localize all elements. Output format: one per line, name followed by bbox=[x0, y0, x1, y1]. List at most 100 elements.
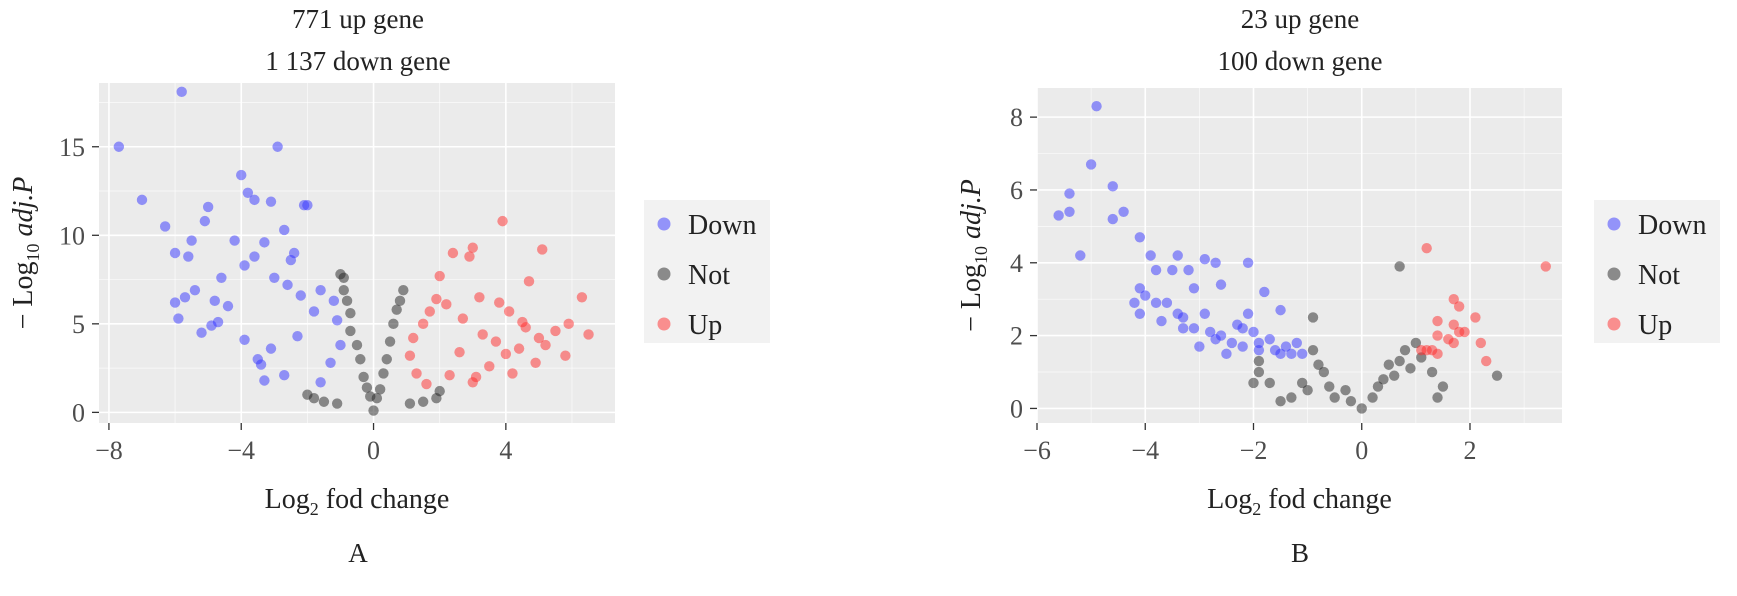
point-not bbox=[1286, 392, 1297, 403]
point-up bbox=[424, 306, 435, 317]
point-down bbox=[1107, 213, 1118, 225]
point-down bbox=[1075, 250, 1086, 261]
point-up bbox=[434, 270, 445, 282]
panel-b: −6 −4 −2 0 2 0 2 4 6 8 23 up gene 100 down gene Log2… bbox=[956, 4, 1720, 568]
point-up bbox=[576, 292, 588, 303]
point-up bbox=[583, 329, 594, 340]
point-down bbox=[315, 284, 326, 296]
point-up bbox=[1432, 330, 1443, 341]
point-down bbox=[1183, 264, 1194, 276]
point-not bbox=[1394, 355, 1405, 367]
point-not bbox=[1378, 374, 1389, 385]
point-up bbox=[467, 242, 478, 253]
point-up bbox=[523, 276, 535, 287]
point-up bbox=[1448, 319, 1459, 330]
point-up bbox=[408, 332, 419, 344]
point-not bbox=[1307, 312, 1319, 323]
point-not bbox=[1253, 355, 1265, 367]
point-down bbox=[315, 377, 326, 388]
point-not bbox=[1405, 363, 1416, 374]
point-not bbox=[1437, 381, 1449, 392]
point-down bbox=[1215, 330, 1227, 341]
point-down bbox=[1150, 264, 1162, 276]
point-up bbox=[464, 251, 475, 262]
point-down bbox=[1248, 326, 1259, 338]
legend-label-down: Down bbox=[1638, 210, 1706, 241]
point-not bbox=[1318, 366, 1330, 378]
point-up bbox=[1475, 337, 1487, 349]
point-not bbox=[302, 389, 313, 400]
point-down bbox=[265, 343, 277, 354]
point-down bbox=[1064, 206, 1075, 218]
y-axis-title: − Log10 adj.P bbox=[8, 177, 43, 330]
point-down bbox=[1167, 264, 1178, 276]
x-axis-title: Log2 fod change bbox=[1207, 484, 1392, 519]
y-tick-label: 0 bbox=[72, 398, 85, 427]
x-tick-label: 0 bbox=[367, 436, 380, 465]
point-not bbox=[1313, 359, 1324, 370]
point-down bbox=[279, 369, 290, 381]
legend-label-up: Up bbox=[688, 310, 722, 341]
point-up bbox=[517, 316, 528, 328]
point-down bbox=[1253, 337, 1265, 349]
point-not bbox=[1399, 344, 1411, 356]
point-not bbox=[434, 385, 445, 397]
y-tick-label: 6 bbox=[1010, 176, 1023, 205]
point-down bbox=[236, 169, 247, 181]
point-down bbox=[1118, 206, 1129, 218]
point-up bbox=[503, 306, 515, 317]
point-up bbox=[550, 325, 561, 337]
point-down bbox=[113, 141, 125, 152]
point-not bbox=[331, 398, 343, 409]
point-not bbox=[1302, 385, 1313, 396]
point-down bbox=[335, 339, 346, 351]
y-tick-label: 15 bbox=[59, 133, 85, 162]
point-not bbox=[345, 308, 356, 319]
point-down bbox=[255, 359, 267, 370]
point-down bbox=[1134, 232, 1146, 243]
point-down bbox=[325, 357, 336, 368]
point-down bbox=[1275, 348, 1286, 360]
legend-label-not: Not bbox=[688, 260, 730, 291]
point-down bbox=[1264, 334, 1275, 345]
point-not bbox=[338, 284, 349, 296]
point-down bbox=[1177, 312, 1189, 323]
point-not bbox=[1356, 403, 1367, 414]
point-up bbox=[497, 215, 508, 227]
point-up bbox=[1448, 293, 1459, 305]
point-down bbox=[1150, 297, 1162, 309]
point-not bbox=[318, 396, 330, 407]
point-not bbox=[1394, 261, 1405, 272]
x-axis-title: Log2 fod change bbox=[265, 484, 450, 519]
point-down bbox=[179, 292, 191, 303]
point-down bbox=[1237, 341, 1248, 352]
point-down bbox=[292, 331, 303, 342]
point-down bbox=[1280, 341, 1292, 352]
point-down bbox=[209, 295, 220, 307]
x-tick-label: −2 bbox=[1240, 436, 1268, 465]
point-not bbox=[1264, 377, 1275, 389]
point-not bbox=[1389, 370, 1400, 381]
point-not bbox=[1307, 344, 1319, 356]
point-down bbox=[136, 194, 148, 206]
point-down bbox=[328, 295, 340, 307]
point-down bbox=[189, 284, 201, 296]
legend-key-up bbox=[1607, 317, 1621, 331]
point-not bbox=[384, 336, 396, 347]
point-down bbox=[269, 272, 280, 283]
point-up bbox=[474, 292, 485, 303]
point-down bbox=[1194, 341, 1205, 352]
point-down bbox=[1085, 159, 1097, 170]
point-down bbox=[1275, 304, 1286, 316]
points-layer bbox=[1053, 101, 1551, 414]
point-down bbox=[173, 313, 184, 324]
point-down bbox=[1210, 257, 1221, 268]
point-down bbox=[169, 247, 181, 259]
legend-label-down: Down bbox=[688, 210, 756, 241]
point-down bbox=[239, 334, 250, 345]
point-not bbox=[371, 393, 383, 404]
point-down bbox=[1129, 297, 1140, 309]
legend-key-down bbox=[1607, 217, 1621, 231]
